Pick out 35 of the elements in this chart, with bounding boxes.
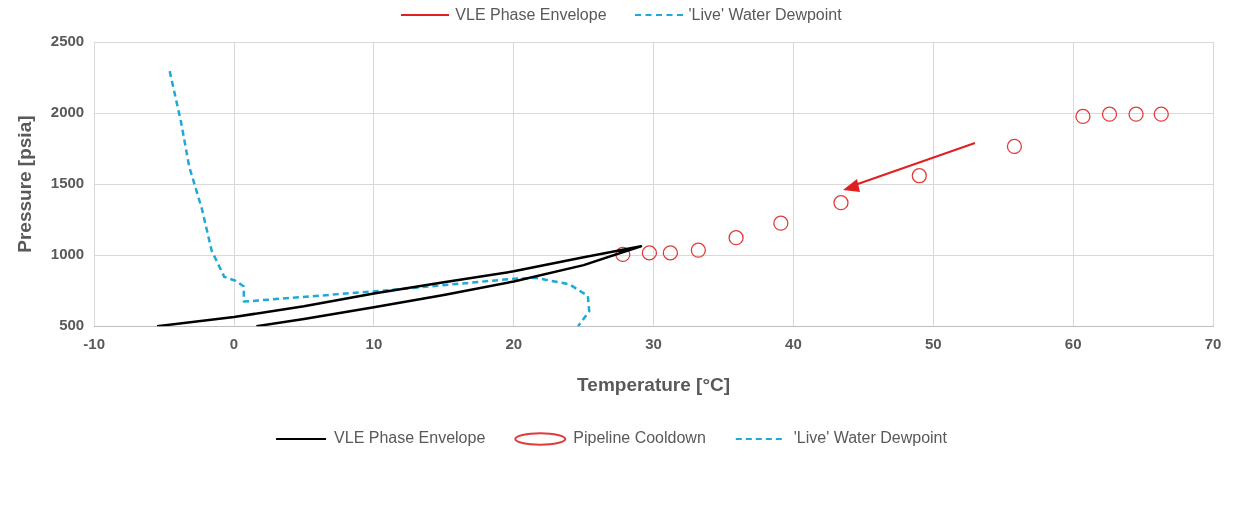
- point: [690, 242, 706, 258]
- line-series: [168, 69, 591, 327]
- point: [911, 168, 927, 184]
- legend-label: VLE Phase Envelope: [334, 429, 486, 447]
- point: [1006, 138, 1023, 155]
- point: [773, 215, 789, 231]
- y-axis-title: Pressure [psia]: [13, 115, 35, 253]
- x-tick-label: 30: [645, 335, 662, 353]
- x-tick-label: 70: [1204, 335, 1222, 353]
- point: [833, 195, 849, 211]
- text: 'Live' Water Dewpoint: [688, 6, 842, 24]
- x-tick-label: 50: [924, 335, 942, 353]
- legend-label: Pipeline Cooldown: [573, 429, 706, 447]
- x-axis-title: Temperature [°C]: [577, 373, 731, 395]
- x-tick-label: 0: [229, 335, 239, 353]
- y-tick-label: 1000: [50, 245, 85, 263]
- text: VLE Phase Envelope: [455, 6, 607, 24]
- point: [728, 230, 744, 246]
- x-tick-label: 10: [365, 335, 383, 353]
- x-tick-label: 60: [1064, 335, 1082, 353]
- legend-label: 'Live' Water Dewpoint: [793, 429, 948, 447]
- point: [615, 246, 631, 263]
- point: [662, 245, 679, 261]
- x-tick-label: 20: [505, 335, 523, 353]
- x-tick-label: -10: [83, 335, 106, 353]
- point: [1101, 106, 1118, 122]
- y-tick-label: 500: [59, 316, 85, 334]
- y-tick-label: 1500: [50, 174, 85, 192]
- point: [1128, 106, 1144, 122]
- x-tick-label: 40: [785, 335, 802, 353]
- point: [641, 245, 658, 261]
- y-tick-label: 2500: [50, 32, 85, 50]
- y-tick-label: 2000: [50, 103, 85, 121]
- point: [1153, 106, 1169, 122]
- point: [1075, 108, 1091, 125]
